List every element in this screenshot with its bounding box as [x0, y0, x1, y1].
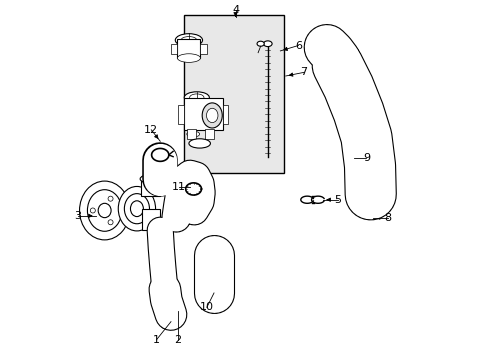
Text: 8: 8: [384, 213, 391, 222]
Ellipse shape: [140, 175, 160, 183]
Ellipse shape: [177, 54, 200, 62]
Text: 1: 1: [153, 334, 160, 345]
Bar: [204, 129, 214, 139]
Text: 2: 2: [174, 334, 182, 345]
Text: 4: 4: [231, 5, 239, 15]
Ellipse shape: [124, 194, 149, 224]
Text: 6: 6: [294, 41, 301, 50]
Text: 3: 3: [74, 211, 81, 221]
Bar: [187, 129, 196, 139]
Text: 9: 9: [362, 153, 369, 163]
Text: 10: 10: [200, 302, 213, 312]
Text: 5: 5: [334, 195, 341, 205]
Text: 12: 12: [144, 125, 158, 135]
Ellipse shape: [184, 92, 209, 103]
Bar: [171, 44, 177, 54]
Ellipse shape: [317, 39, 335, 54]
Circle shape: [90, 208, 95, 213]
Ellipse shape: [87, 190, 122, 231]
Ellipse shape: [181, 37, 196, 44]
Circle shape: [108, 220, 113, 225]
Ellipse shape: [362, 194, 379, 215]
Ellipse shape: [80, 181, 129, 240]
Circle shape: [108, 196, 113, 201]
Text: 7: 7: [300, 67, 306, 77]
Ellipse shape: [175, 34, 202, 46]
Ellipse shape: [202, 103, 222, 128]
Ellipse shape: [161, 323, 177, 329]
Ellipse shape: [346, 147, 363, 168]
Ellipse shape: [263, 41, 271, 46]
Bar: [177, 40, 200, 58]
Ellipse shape: [186, 131, 199, 137]
Bar: [319, 48, 337, 62]
Ellipse shape: [118, 186, 155, 231]
Ellipse shape: [189, 94, 203, 101]
Ellipse shape: [130, 201, 143, 217]
Text: 11: 11: [172, 182, 186, 192]
Ellipse shape: [257, 41, 264, 46]
Bar: [200, 44, 206, 54]
Bar: [161, 318, 177, 326]
Bar: [140, 179, 160, 196]
Bar: [183, 15, 284, 173]
Ellipse shape: [320, 42, 331, 51]
Ellipse shape: [98, 203, 111, 218]
Ellipse shape: [206, 251, 222, 256]
Ellipse shape: [188, 139, 210, 148]
Ellipse shape: [206, 108, 218, 123]
Bar: [178, 105, 183, 125]
Bar: [223, 105, 228, 125]
Bar: [183, 98, 223, 130]
Ellipse shape: [365, 198, 375, 211]
Bar: [142, 210, 159, 230]
